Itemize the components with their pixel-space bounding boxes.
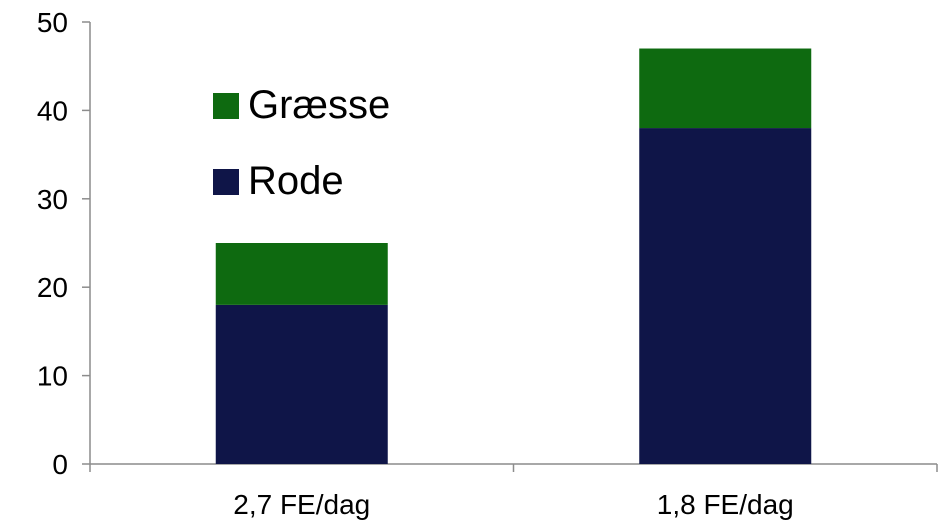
y-tick-label: 30 — [37, 184, 68, 215]
y-tick-label: 50 — [37, 7, 68, 38]
bar-gr-sse-0 — [216, 243, 388, 305]
y-tick-label: 0 — [52, 449, 68, 480]
x-axis: 2,7 FE/dag 1,8 FE/dag — [90, 464, 937, 520]
legend: Græsse Rode — [213, 83, 390, 203]
y-tick-label: 10 — [37, 361, 68, 392]
legend-swatch — [213, 93, 239, 119]
y-axis: 0 10 20 30 40 50 — [37, 7, 90, 480]
y-tick-label: 20 — [37, 272, 68, 303]
bar-gr-sse-1 — [639, 49, 811, 129]
y-tick-label: 40 — [37, 95, 68, 126]
legend-label: Rode — [248, 159, 344, 203]
bar-rode-1 — [639, 128, 811, 464]
x-tick-label: 2,7 FE/dag — [233, 489, 370, 520]
legend-swatch — [213, 169, 239, 195]
x-tick-label: 1,8 FE/dag — [657, 489, 794, 520]
bar-rode-0 — [216, 305, 388, 464]
legend-label: Græsse — [248, 83, 390, 127]
